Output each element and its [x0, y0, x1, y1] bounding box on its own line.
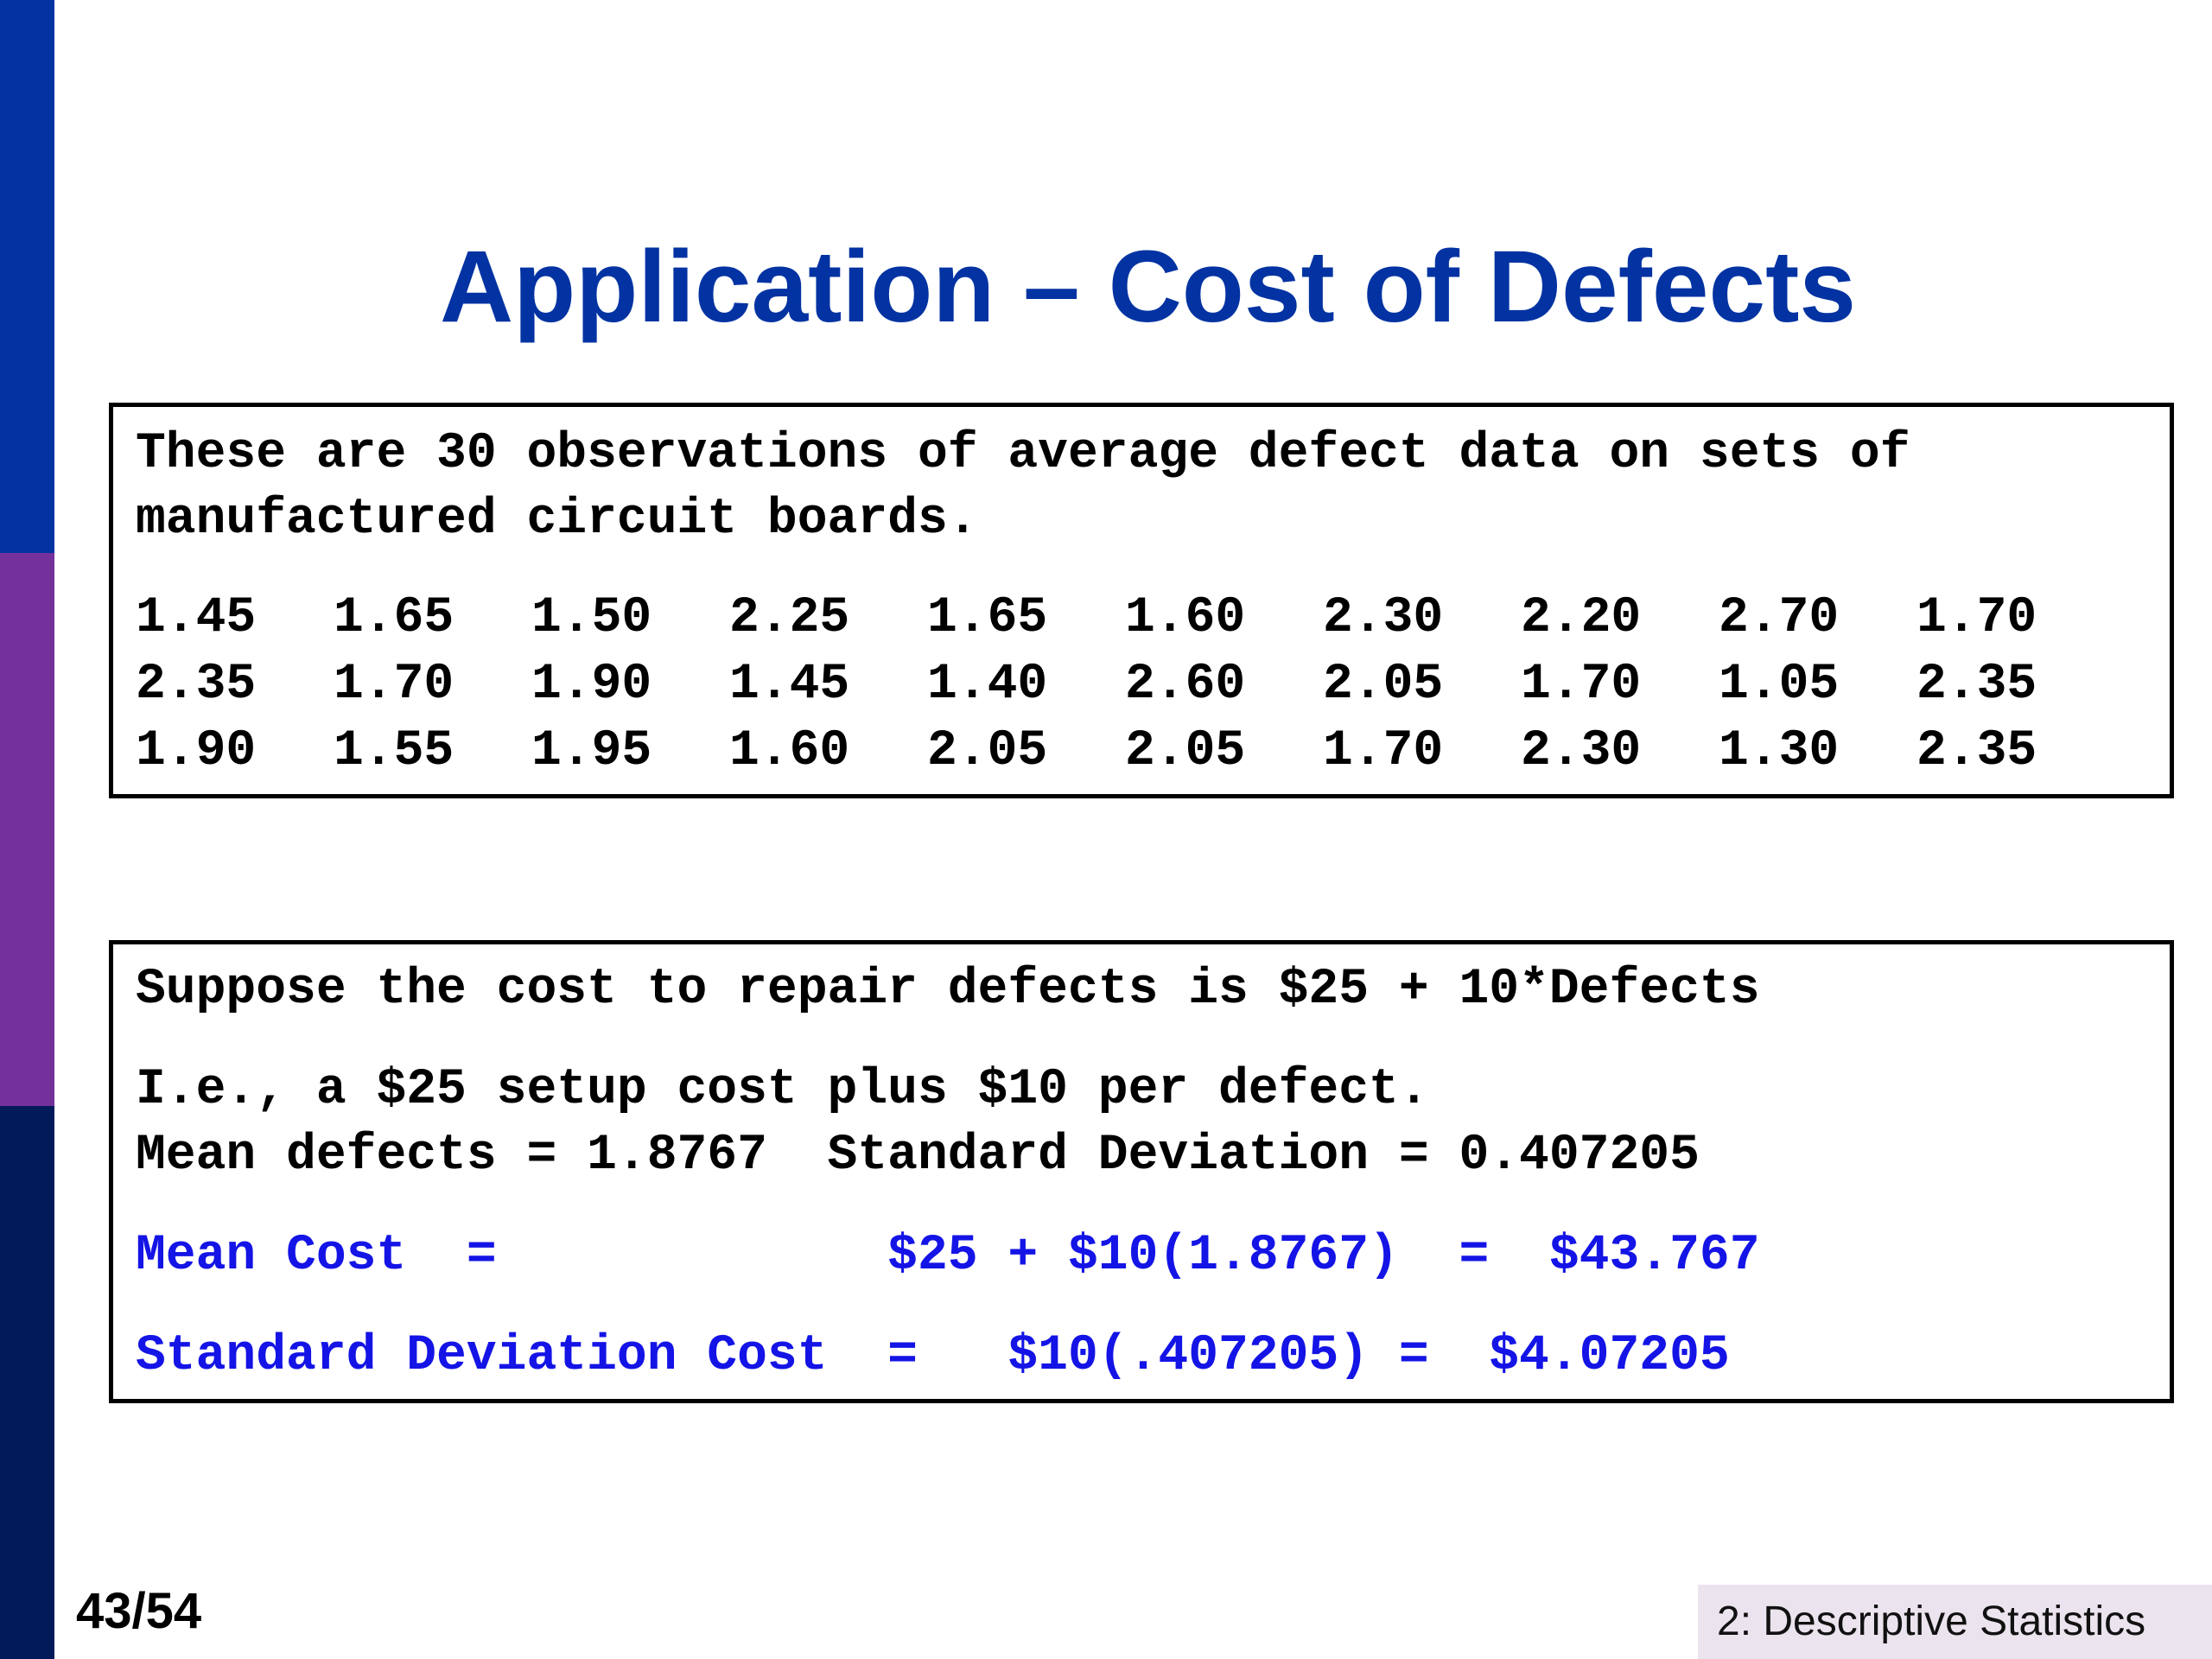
defect-data-box: These are 30 observations of average def… — [109, 403, 2174, 798]
data-cell: 2.30 — [1521, 723, 1642, 779]
data-cell: 2.05 — [1125, 723, 1246, 779]
data-cell: 2.35 — [136, 657, 257, 713]
sidebar-block-blue — [0, 0, 54, 553]
data-cell: 2.25 — [729, 590, 850, 646]
slide-title: Application – Cost of Defects — [439, 230, 1857, 344]
data-cell: 1.90 — [136, 723, 257, 779]
data-cell: 2.20 — [1521, 590, 1642, 646]
data-cell: 1.70 — [334, 657, 454, 713]
data-row: 1.90 1.55 1.95 1.60 2.05 2.05 1.70 2.30 … — [136, 721, 2037, 782]
cost-calculation-box: Suppose the cost to repair defects is $2… — [109, 940, 2174, 1403]
data-cell: 1.05 — [1719, 657, 1840, 713]
data-cell: 2.35 — [1916, 723, 2037, 779]
cost-formula-line: Suppose the cost to repair defects is $2… — [136, 962, 1760, 1018]
data-cell: 1.70 — [1916, 590, 2037, 646]
sidebar-block-purple — [0, 553, 54, 1106]
data-cell: 1.60 — [1125, 590, 1246, 646]
data-cell: 1.45 — [729, 657, 850, 713]
data-intro-line-2: manufactured circuit boards. — [136, 492, 978, 548]
page-number: 43/54 — [76, 1583, 202, 1639]
data-row: 1.45 1.65 1.50 2.25 1.65 1.60 2.30 2.20 … — [136, 588, 2037, 649]
data-cell: 1.95 — [531, 723, 652, 779]
data-cell: 1.70 — [1323, 723, 1444, 779]
data-cell: 1.30 — [1719, 723, 1840, 779]
defect-stats-line: Mean defects = 1.8767 Standard Deviation… — [136, 1128, 1700, 1184]
data-cell: 1.90 — [531, 657, 652, 713]
sidebar-block-navy — [0, 1106, 54, 1659]
cost-explanation-line: I.e., a $25 setup cost plus $10 per defe… — [136, 1062, 1429, 1118]
data-cell: 2.70 — [1719, 590, 1840, 646]
sd-cost-line: Standard Deviation Cost = $10(.407205) =… — [136, 1328, 1730, 1384]
data-cell: 2.60 — [1125, 657, 1246, 713]
data-cell: 1.65 — [334, 590, 454, 646]
data-cell: 2.05 — [927, 723, 1048, 779]
data-cell: 1.70 — [1521, 657, 1642, 713]
data-cell: 1.40 — [927, 657, 1048, 713]
data-cell: 1.50 — [531, 590, 652, 646]
data-cell: 2.30 — [1323, 590, 1444, 646]
section-label: 2: Descriptive Statistics — [1698, 1585, 2212, 1659]
mean-cost-line: Mean Cost = $25 + $10(1.8767) = $43.767 — [136, 1228, 1760, 1284]
data-cell: 1.45 — [136, 590, 257, 646]
data-cell: 2.05 — [1323, 657, 1444, 713]
data-cell: 1.55 — [334, 723, 454, 779]
sidebar-color-bar — [0, 0, 54, 1659]
data-cell: 1.65 — [927, 590, 1048, 646]
data-cell: 1.60 — [729, 723, 850, 779]
data-intro-line-1: These are 30 observations of average def… — [136, 426, 1910, 482]
data-row: 2.35 1.70 1.90 1.45 1.40 2.60 2.05 1.70 … — [136, 655, 2037, 715]
data-cell: 2.35 — [1916, 657, 2037, 713]
